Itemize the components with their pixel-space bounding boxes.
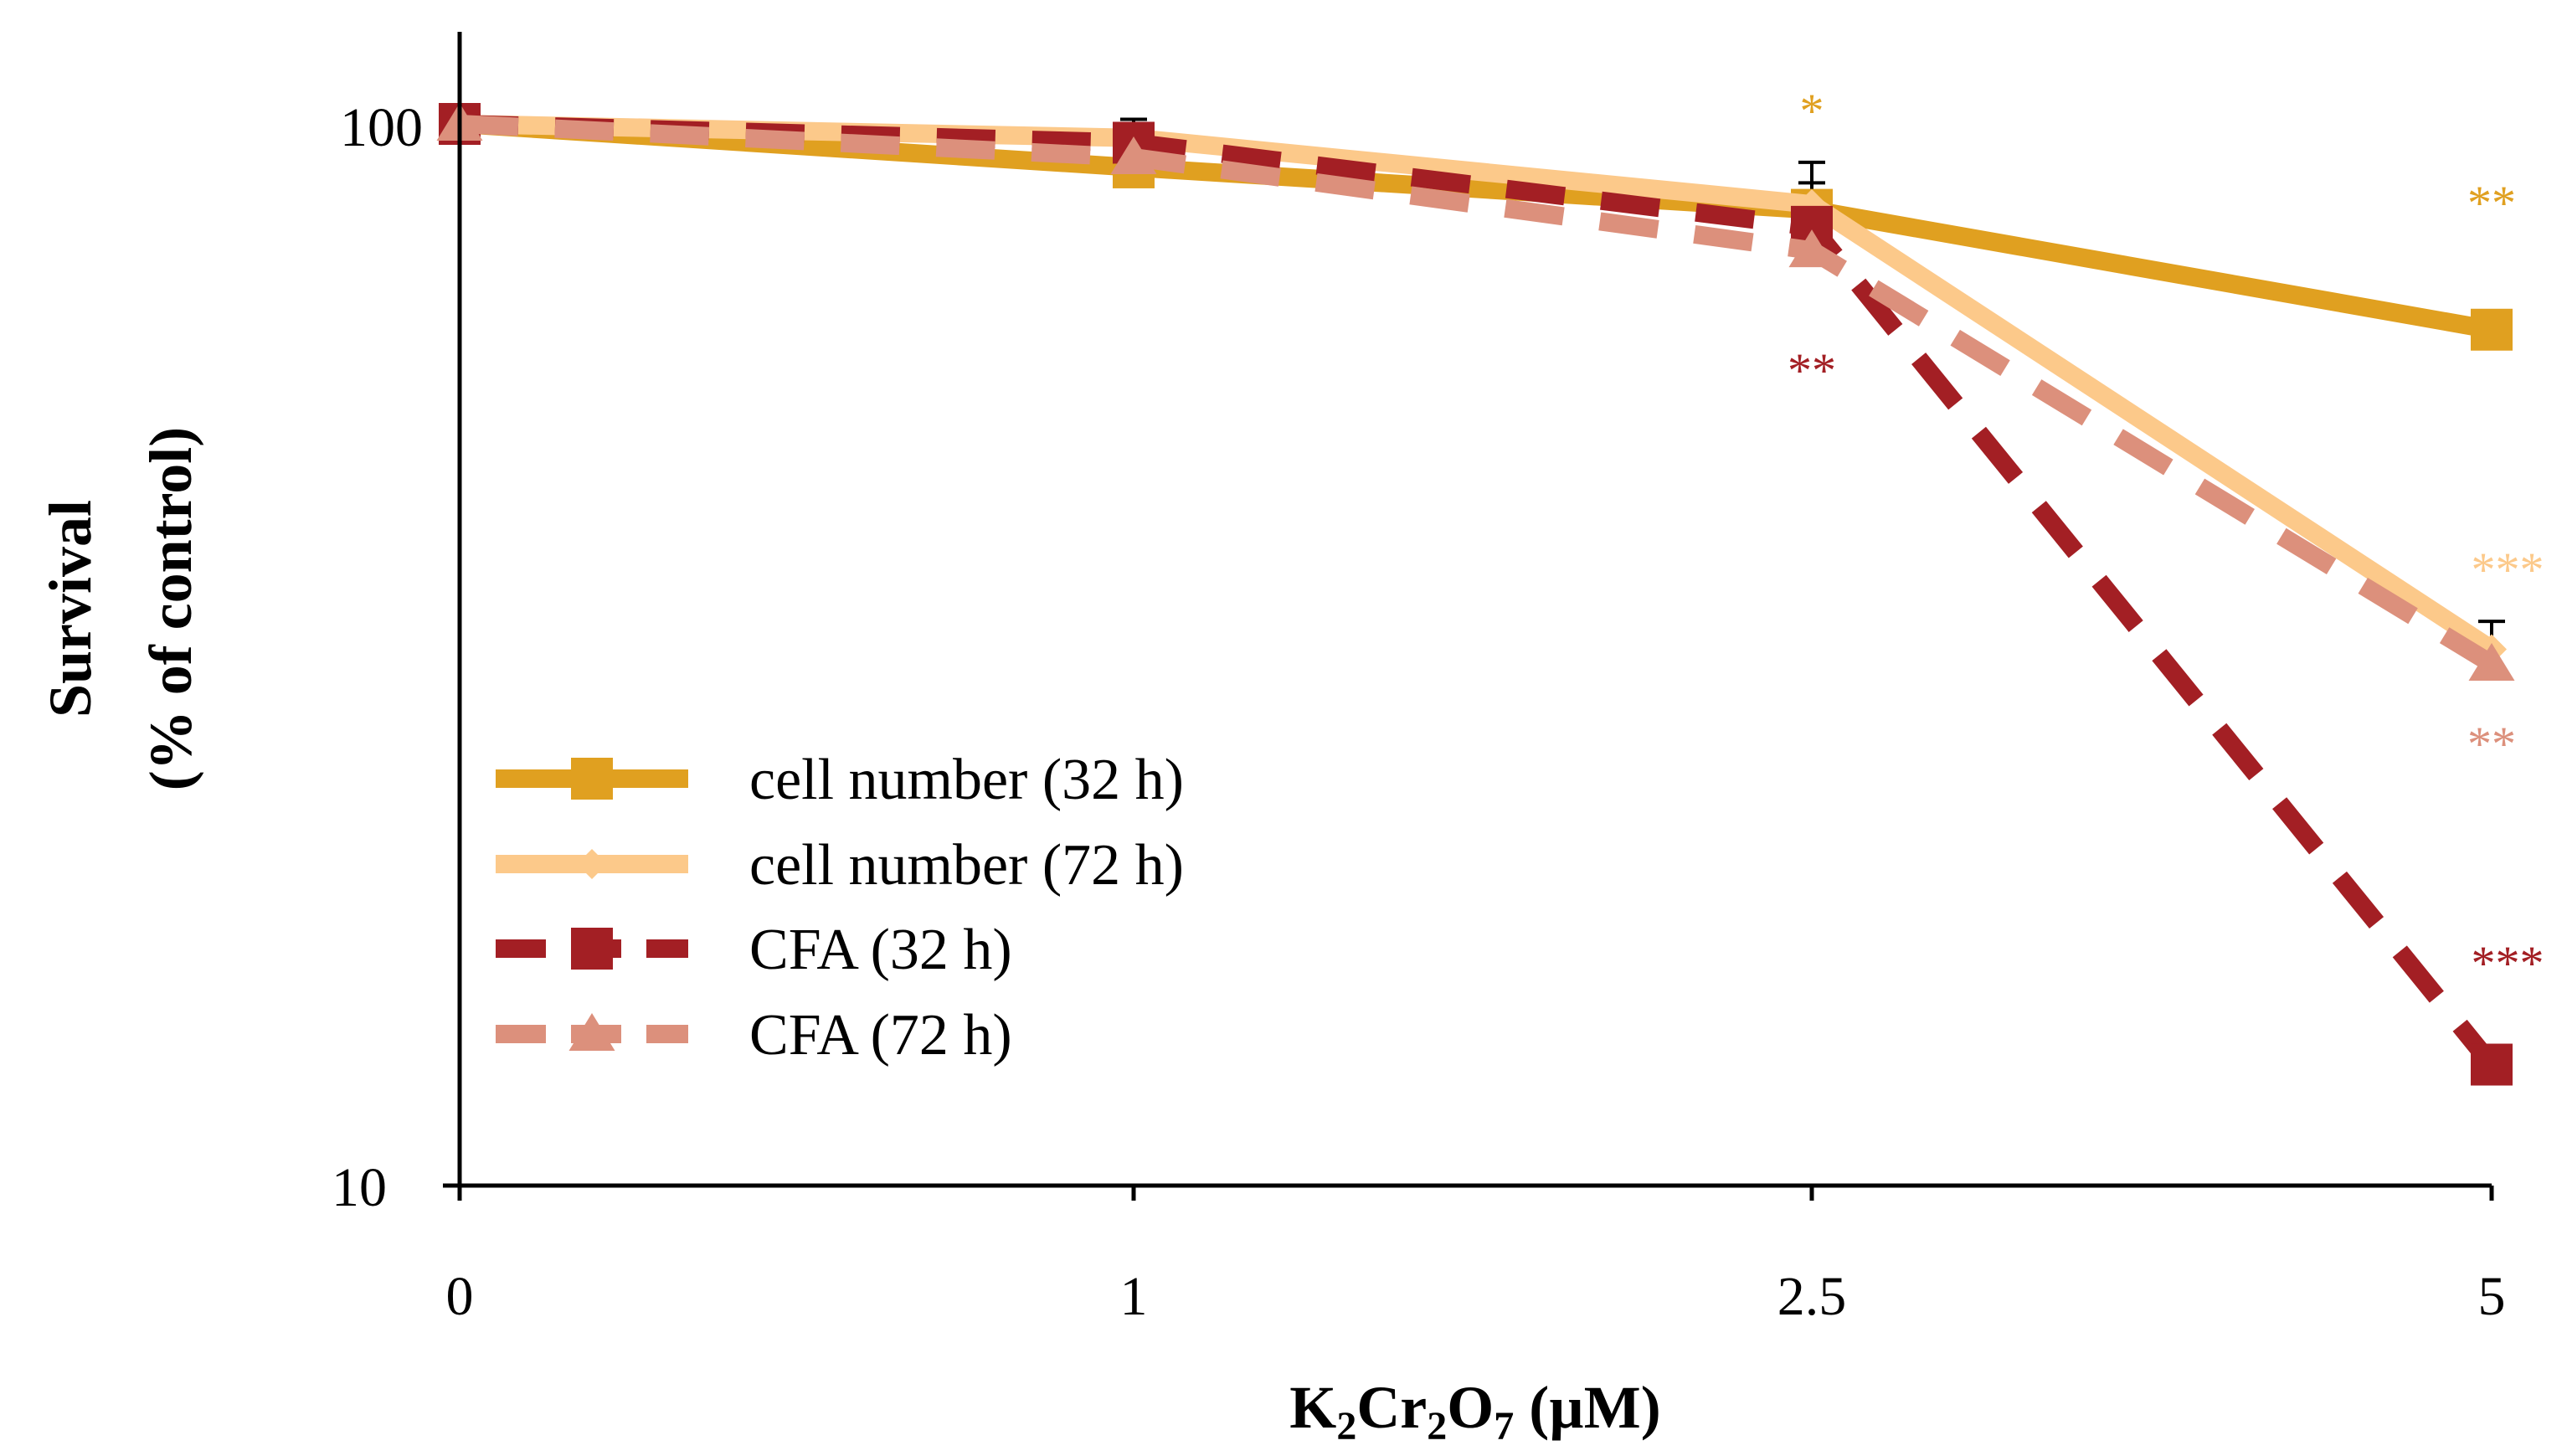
legend-label-4: CFA (72 h) bbox=[749, 1003, 1012, 1068]
series-4-marker bbox=[1110, 136, 1157, 174]
significance-label: ** bbox=[2467, 176, 2516, 230]
x-axis-title: K2Cr2O7 (µM) bbox=[1289, 1374, 1660, 1448]
legend-marker-1 bbox=[571, 758, 613, 800]
significance-label: *** bbox=[2472, 543, 2544, 597]
y-axis-title-line1: Survival bbox=[37, 500, 104, 718]
x-tick-label-0: 0 bbox=[446, 1266, 474, 1327]
legend: cell number (32 h) cell number (72 h) CFA … bbox=[496, 748, 1184, 1068]
y-tick-label-10: 10 bbox=[332, 1157, 387, 1218]
series-line-1 bbox=[459, 115, 2493, 339]
significance-label: ** bbox=[1788, 343, 1836, 398]
y-axis-title: Survival (% of control) bbox=[37, 427, 204, 791]
series-3-marker bbox=[2471, 1043, 2513, 1086]
x-tick-label-1: 1 bbox=[1120, 1266, 1148, 1327]
significance-label: ** bbox=[2467, 717, 2516, 771]
y-axis-title-line2: (% of control) bbox=[137, 427, 204, 791]
series-line-4 bbox=[459, 115, 2497, 672]
x-tick-label-5: 5 bbox=[2478, 1266, 2506, 1327]
legend-marker-3 bbox=[571, 928, 613, 970]
series-line-2 bbox=[459, 115, 2498, 657]
series-4-marker bbox=[1788, 229, 1835, 268]
x-tick-label-2.5: 2.5 bbox=[1777, 1266, 1847, 1327]
legend-label-2: cell number (72 h) bbox=[749, 833, 1184, 898]
series-1-marker bbox=[2471, 308, 2513, 351]
plot-area: ************* bbox=[436, 84, 2544, 1201]
significance-label: * bbox=[1800, 84, 1824, 138]
significance-label: *** bbox=[2472, 936, 2544, 990]
legend-label-3: CFA (32 h) bbox=[749, 918, 1012, 982]
series-4-marker bbox=[2468, 642, 2515, 681]
legend-marker-4 bbox=[568, 1013, 615, 1051]
legend-label-1: cell number (32 h) bbox=[749, 748, 1184, 812]
legend-marker-2 bbox=[577, 849, 607, 879]
y-tick-label-100: 100 bbox=[340, 97, 423, 158]
